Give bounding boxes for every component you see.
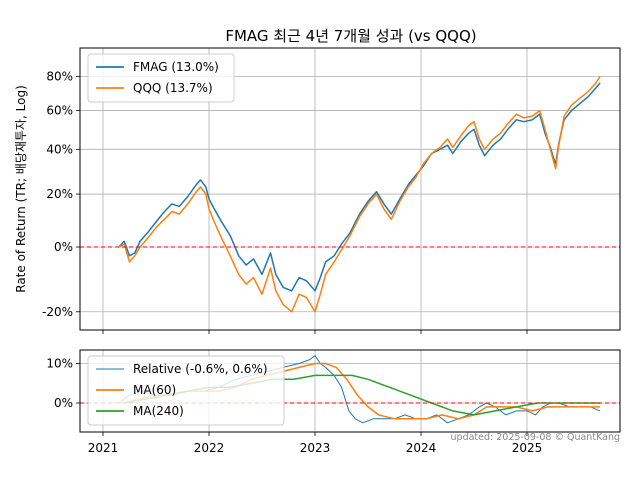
x-tick-label: 2024: [406, 441, 437, 455]
legend-box: [87, 355, 285, 426]
legend-label: Relative (-0.6%, 0.6%): [133, 362, 268, 376]
y-tick-label: 80%: [46, 69, 73, 83]
legend-box: [87, 53, 235, 103]
y-tick-label: 40%: [46, 142, 73, 156]
y-tick-label: 0%: [54, 240, 73, 254]
legend-label: QQQ (13.7%): [133, 81, 213, 95]
x-tick-label: 2022: [194, 441, 225, 455]
y-tick-label: 20%: [46, 187, 73, 201]
series-line-1: [118, 82, 601, 292]
x-tick-label: 2021: [88, 441, 119, 455]
plot-frame: [79, 349, 621, 433]
y-tick-label: -20%: [42, 305, 73, 319]
legend-label: MA(240): [133, 404, 184, 418]
legend-label: MA(60): [133, 383, 176, 397]
x-tick-label: 2023: [300, 441, 331, 455]
top-panel: 80% 60% 40% 20% 0% -20% FMAG (13.0%) QQQ (13.7%…: [42, 47, 621, 334]
y-tick-label: 0%: [54, 396, 73, 410]
bottom-panel: 10% 0% Relative (-0.6%, 0.6%) MA(60) MA(240)…: [46, 349, 621, 455]
watermark: updated: 2025-09-08 © QuantKang: [451, 432, 620, 443]
legend-label: FMAG (13.0%): [133, 60, 219, 74]
y-axis-label: Rate of Return (TR; 배당재투자, Log): [14, 85, 28, 293]
series-line-2: [118, 75, 601, 313]
y-tick-label: 60%: [46, 104, 73, 118]
y-tick-label: 10%: [46, 357, 73, 371]
plot-frame: [79, 47, 621, 331]
x-tick-label: 2025: [512, 441, 543, 455]
chart-title: FMAG 최근 4년 7개월 성과 (vs QQQ): [225, 27, 476, 45]
